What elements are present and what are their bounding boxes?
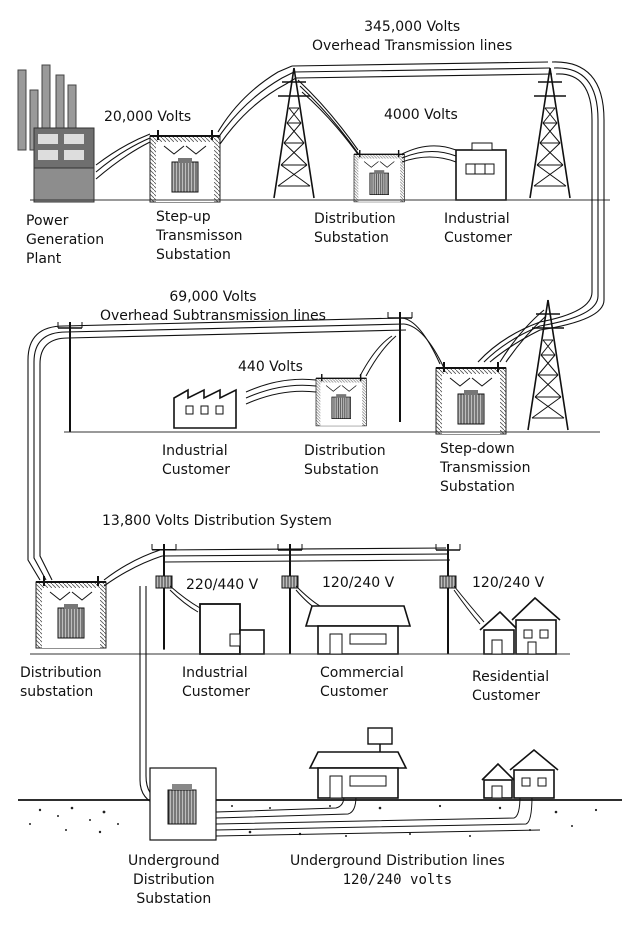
label-distribution-substation-mid: Distribution Substation [304, 443, 386, 478]
distribution-pole-2-icon [277, 543, 303, 655]
step-down-substation-icon [435, 361, 507, 435]
label-power-plant: Power Generation Plant [26, 213, 105, 267]
residential-customer-icon [479, 596, 561, 655]
label-345kv: 345,000 Volts Overhead Transmission line… [312, 19, 513, 54]
underground-cable-lines [215, 795, 541, 837]
soil-speckle [29, 804, 598, 837]
label-distribution-substation-top: Distribution Substation [314, 211, 396, 246]
label-commercial-120-240v: 120/240 V [322, 575, 395, 591]
transmission-down-lines [477, 61, 605, 363]
label-step-down: Step-down Transmission Substation [440, 441, 531, 495]
pole-transformer-1-icon [155, 575, 173, 589]
label-step-up: Step-up Transmisson Substation [156, 209, 243, 263]
distribution-substation-lower-icon [35, 575, 107, 649]
tower-to-substation-lines [297, 79, 363, 161]
service-drop-lines [169, 585, 485, 625]
underground-substation-icon [149, 767, 217, 841]
industrial-customer-low-icon [199, 603, 265, 655]
mid-sub-feed-lines [245, 335, 397, 405]
pole-transformer-3-icon [439, 575, 457, 589]
label-industrial-customer-top: Industrial Customer [444, 211, 513, 246]
generation-lines [95, 133, 151, 180]
subtransmission-lines [63, 317, 445, 369]
label-13800v: 13,800 Volts Distribution System [102, 513, 332, 529]
label-commercial-customer: Commercial Customer [320, 665, 404, 700]
underground-commercial-icon [308, 727, 408, 799]
label-69kv: 69,000 Volts Overhead Subtransmission li… [100, 289, 326, 324]
label-underground-substation: Underground Distribution Substation [128, 853, 220, 907]
pole-transformer-2-icon [281, 575, 299, 589]
subtransmission-pole-right-icon [387, 311, 413, 423]
label-residential-customer: Residential Customer [472, 669, 550, 704]
label-20000v: 20,000 Volts [104, 109, 192, 125]
label-440v: 440 Volts [238, 359, 303, 375]
underground-residential-icon [481, 748, 559, 799]
label-4000v: 4000 Volts [384, 107, 458, 123]
label-220-440v: 220/440 V [186, 577, 259, 593]
industrial-customer-mid-icon [173, 388, 237, 429]
transmission-lines-top [217, 61, 553, 145]
commercial-customer-icon [304, 605, 412, 655]
transmission-tower-right-icon [529, 67, 571, 199]
label-industrial-customer-low: Industrial Customer [182, 665, 251, 700]
label-residential-120-240v: 120/240 V [472, 575, 545, 591]
distribution-substation-top-icon [353, 149, 406, 203]
tower-to-stepdown-lines [499, 309, 547, 363]
power-plant-icon [17, 64, 95, 203]
subtransmission-down-lines [27, 325, 69, 581]
industrial-feed-lines-top [401, 145, 457, 163]
industrial-customer-top-icon [455, 142, 507, 201]
distribution-substation-mid-icon [315, 373, 368, 427]
step-up-substation-icon [149, 129, 221, 203]
label-underground-lines: Underground Distribution lines 120/240 v… [290, 853, 505, 888]
label-distribution-substation-lower: Distribution substation [20, 665, 102, 700]
label-industrial-customer-mid: Industrial Customer [162, 443, 231, 478]
distribution-system-lines [103, 547, 451, 587]
distribution-pole-1-icon [151, 543, 177, 651]
